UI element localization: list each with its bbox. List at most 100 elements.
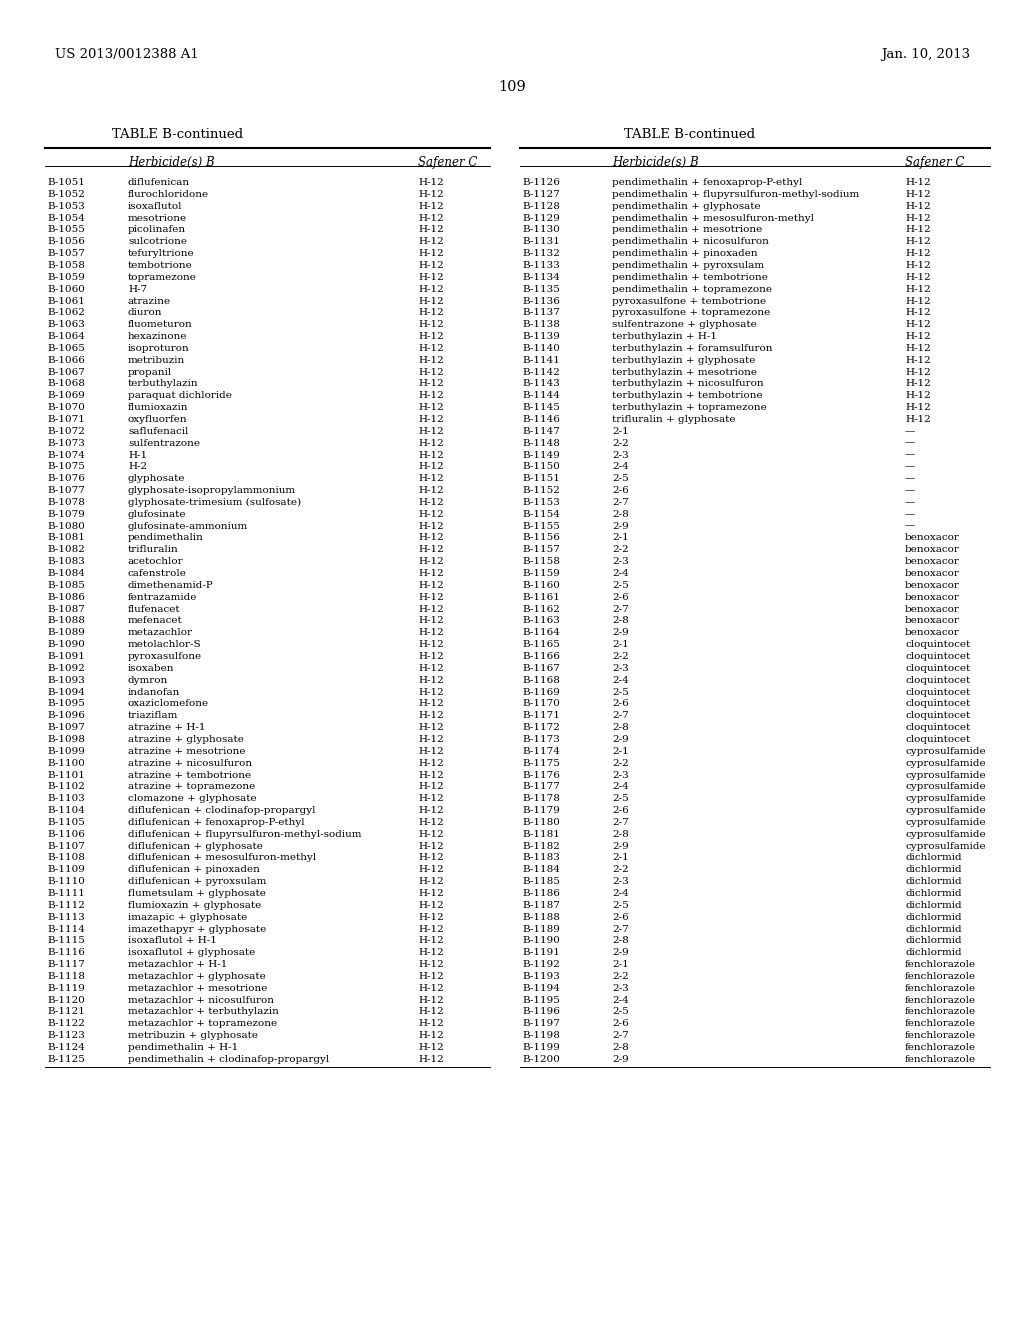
Text: diflufenican + mesosulfuron-methyl: diflufenican + mesosulfuron-methyl (128, 854, 316, 862)
Text: pendimethalin + glyphosate: pendimethalin + glyphosate (612, 202, 761, 211)
Text: Herbicide(s) B: Herbicide(s) B (128, 156, 215, 169)
Text: B-1099: B-1099 (47, 747, 85, 756)
Text: B-1181: B-1181 (522, 830, 560, 838)
Text: cyprosulfamide: cyprosulfamide (905, 771, 986, 780)
Text: B-1051: B-1051 (47, 178, 85, 187)
Text: B-1171: B-1171 (522, 711, 560, 721)
Text: B-1146: B-1146 (522, 414, 560, 424)
Text: H-12: H-12 (418, 557, 443, 566)
Text: H-12: H-12 (418, 759, 443, 768)
Text: H-12: H-12 (418, 830, 443, 838)
Text: glyphosate-isopropylammonium: glyphosate-isopropylammonium (128, 486, 296, 495)
Text: B-1190: B-1190 (522, 936, 560, 945)
Text: B-1169: B-1169 (522, 688, 560, 697)
Text: 2-7: 2-7 (612, 924, 629, 933)
Text: H-12: H-12 (418, 426, 443, 436)
Text: H-12: H-12 (418, 747, 443, 756)
Text: Safener C: Safener C (418, 156, 477, 169)
Text: B-1149: B-1149 (522, 450, 560, 459)
Text: pyroxasulfone: pyroxasulfone (128, 652, 202, 661)
Text: B-1070: B-1070 (47, 403, 85, 412)
Text: metazachlor + mesotrione: metazachlor + mesotrione (128, 983, 267, 993)
Text: 2-5: 2-5 (612, 795, 629, 803)
Text: B-1072: B-1072 (47, 426, 85, 436)
Text: —: — (905, 521, 915, 531)
Text: B-1107: B-1107 (47, 842, 85, 850)
Text: 2-9: 2-9 (612, 948, 629, 957)
Text: oxyfluorfen: oxyfluorfen (128, 414, 187, 424)
Text: diflufenican + pinoxaden: diflufenican + pinoxaden (128, 866, 260, 874)
Text: B-1126: B-1126 (522, 178, 560, 187)
Text: B-1052: B-1052 (47, 190, 85, 199)
Text: B-1122: B-1122 (47, 1019, 85, 1028)
Text: 2-4: 2-4 (612, 462, 629, 471)
Text: B-1151: B-1151 (522, 474, 560, 483)
Text: —: — (905, 498, 915, 507)
Text: diuron: diuron (128, 309, 163, 317)
Text: B-1093: B-1093 (47, 676, 85, 685)
Text: —: — (905, 486, 915, 495)
Text: B-1160: B-1160 (522, 581, 560, 590)
Text: isoxaben: isoxaben (128, 664, 174, 673)
Text: B-1064: B-1064 (47, 333, 85, 341)
Text: B-1085: B-1085 (47, 581, 85, 590)
Text: B-1054: B-1054 (47, 214, 85, 223)
Text: H-12: H-12 (905, 367, 931, 376)
Text: B-1121: B-1121 (47, 1007, 85, 1016)
Text: B-1138: B-1138 (522, 321, 560, 329)
Text: B-1095: B-1095 (47, 700, 85, 709)
Text: B-1106: B-1106 (47, 830, 85, 838)
Text: B-1056: B-1056 (47, 238, 85, 247)
Text: 2-8: 2-8 (612, 723, 629, 733)
Text: 2-3: 2-3 (612, 664, 629, 673)
Text: cloquintocet: cloquintocet (905, 700, 971, 709)
Text: 2-1: 2-1 (612, 426, 629, 436)
Text: H-12: H-12 (418, 438, 443, 447)
Text: B-1143: B-1143 (522, 379, 560, 388)
Text: B-1173: B-1173 (522, 735, 560, 744)
Text: B-1112: B-1112 (47, 900, 85, 909)
Text: B-1183: B-1183 (522, 854, 560, 862)
Text: cloquintocet: cloquintocet (905, 652, 971, 661)
Text: B-1184: B-1184 (522, 866, 560, 874)
Text: H-12: H-12 (905, 190, 931, 199)
Text: B-1108: B-1108 (47, 854, 85, 862)
Text: atrazine + mesotrione: atrazine + mesotrione (128, 747, 246, 756)
Text: B-1172: B-1172 (522, 723, 560, 733)
Text: B-1148: B-1148 (522, 438, 560, 447)
Text: H-12: H-12 (418, 569, 443, 578)
Text: H-12: H-12 (418, 593, 443, 602)
Text: topramezone: topramezone (128, 273, 197, 281)
Text: 2-8: 2-8 (612, 510, 629, 519)
Text: B-1059: B-1059 (47, 273, 85, 281)
Text: B-1123: B-1123 (47, 1031, 85, 1040)
Text: 2-3: 2-3 (612, 983, 629, 993)
Text: B-1161: B-1161 (522, 593, 560, 602)
Text: H-12: H-12 (418, 273, 443, 281)
Text: B-1189: B-1189 (522, 924, 560, 933)
Text: oxaziclomefone: oxaziclomefone (128, 700, 209, 709)
Text: H-12: H-12 (418, 379, 443, 388)
Text: pendimethalin + pyroxsulam: pendimethalin + pyroxsulam (612, 261, 764, 271)
Text: B-1144: B-1144 (522, 391, 560, 400)
Text: H-12: H-12 (418, 700, 443, 709)
Text: B-1150: B-1150 (522, 462, 560, 471)
Text: H-12: H-12 (418, 226, 443, 235)
Text: B-1166: B-1166 (522, 652, 560, 661)
Text: H-12: H-12 (905, 379, 931, 388)
Text: H-12: H-12 (418, 178, 443, 187)
Text: B-1193: B-1193 (522, 972, 560, 981)
Text: H-12: H-12 (905, 202, 931, 211)
Text: pyroxasulfone + tembotrione: pyroxasulfone + tembotrione (612, 297, 766, 305)
Text: 2-4: 2-4 (612, 783, 629, 792)
Text: B-1180: B-1180 (522, 818, 560, 826)
Text: saflufenacil: saflufenacil (128, 426, 188, 436)
Text: B-1097: B-1097 (47, 723, 85, 733)
Text: fenchlorazole: fenchlorazole (905, 995, 976, 1005)
Text: benoxacor: benoxacor (905, 605, 959, 614)
Text: cloquintocet: cloquintocet (905, 723, 971, 733)
Text: isoproturon: isoproturon (128, 345, 189, 352)
Text: pyroxasulfone + topramezone: pyroxasulfone + topramezone (612, 309, 770, 317)
Text: H-12: H-12 (418, 640, 443, 649)
Text: H-12: H-12 (418, 249, 443, 259)
